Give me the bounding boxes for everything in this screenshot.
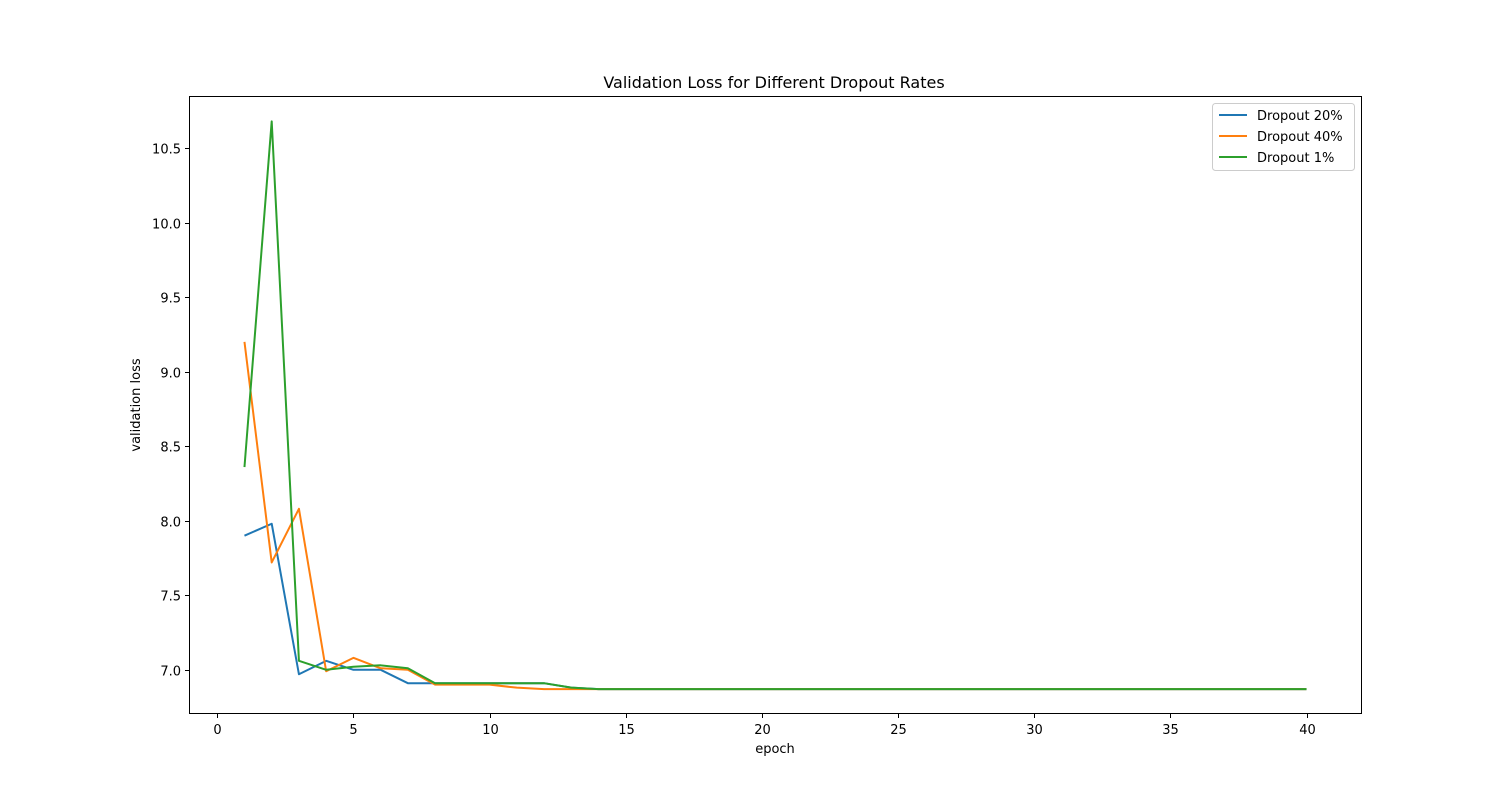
y-tick-label: 10.0	[152, 218, 181, 233]
x-axis: 0 5 10 15 20 25 30 35 40	[213, 713, 1316, 738]
y-tick-label: 7.5	[160, 590, 181, 605]
y-tick-label: 9.0	[160, 367, 181, 382]
series-line-1	[244, 522, 1307, 691]
x-tick-label: 35	[1162, 723, 1179, 738]
plot-area-frame	[189, 96, 1362, 714]
y-axis: 7.0 7.5 8.0 8.5 9.0 9.5 10.0 10.5	[152, 143, 190, 680]
y-tick-label: 8.5	[160, 441, 181, 456]
legend-label: Dropout 40%	[1257, 130, 1343, 145]
x-tick-label: 15	[618, 723, 635, 738]
y-tick-label: 10.5	[152, 143, 181, 158]
x-tick-label: 25	[890, 723, 907, 738]
series-line-2	[243, 341, 1307, 691]
x-tick-label: 40	[1299, 723, 1316, 738]
legend-box	[1212, 103, 1355, 171]
y-tick-label: 9.5	[160, 292, 181, 307]
legend: Dropout 20% Dropout 40% Dropout 1%	[1212, 103, 1355, 171]
series-line-3	[243, 120, 1307, 691]
series-group	[243, 120, 1307, 691]
y-tick-label: 8.0	[160, 516, 181, 531]
x-tick-label: 30	[1026, 723, 1043, 738]
y-axis-title: validation loss	[129, 358, 144, 451]
x-tick-label: 10	[482, 723, 499, 738]
x-axis-title: epoch	[755, 742, 795, 757]
chart-title: Validation Loss for Different Dropout Ra…	[603, 73, 944, 92]
legend-label: Dropout 20%	[1257, 109, 1343, 124]
x-tick-label: 0	[213, 723, 221, 738]
legend-label: Dropout 1%	[1257, 151, 1334, 166]
x-tick-label: 5	[349, 723, 357, 738]
y-tick-label: 7.0	[160, 665, 181, 680]
x-tick-label: 20	[754, 723, 771, 738]
